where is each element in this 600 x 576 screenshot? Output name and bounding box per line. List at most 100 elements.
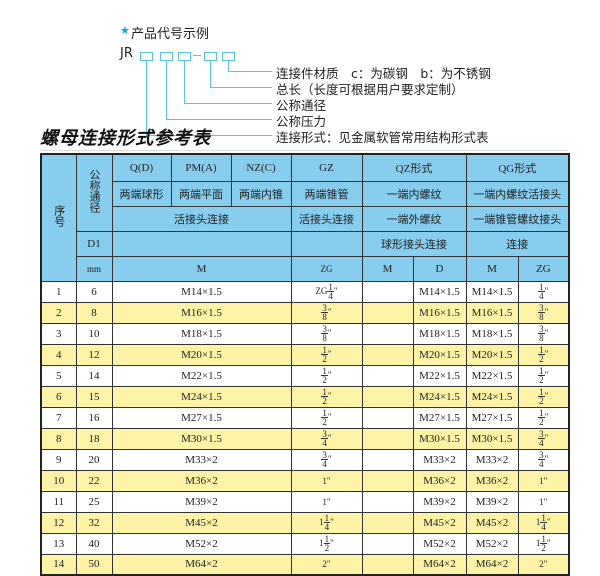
header-gz: GZ (290, 153, 363, 182)
table-row: 2 8 M16×1.5 3 8 " M16×1.5 M16×1.5 3 8 " (40, 301, 570, 324)
cell-dn: 32 (75, 511, 113, 534)
header-d1: D1 (75, 230, 113, 257)
cell-zg: 1" (290, 490, 363, 513)
cell-qg-zg: 1 4 " (517, 280, 570, 303)
label-material: 连接件材质 c：为碳钢 b：为不锈钢 (276, 66, 491, 81)
cell-qg-m: M24×1.5 (465, 385, 519, 408)
header-qg-desc: 一端内螺纹活接头 (465, 180, 570, 207)
label-connection: 连接形式：见金属软管常用结构形式表 (276, 130, 489, 145)
cell-qz-m (361, 322, 414, 345)
cell-qg-zg: 1 2 " (517, 364, 570, 387)
header-q: Q(D) (111, 153, 172, 182)
header-blank (111, 230, 292, 257)
table-row: 11 25 M39×2 1" M39×2 M39×2 1" (40, 490, 570, 513)
cell-zg: 3 4 " (290, 427, 363, 450)
cell-qz-m (361, 280, 414, 303)
cell-qz-d: M33×2 (412, 448, 467, 471)
header-qg: QG形式 (465, 153, 570, 182)
cell-qz-d: M18×1.5 (412, 322, 467, 345)
header-qz: QZ形式 (361, 153, 467, 182)
cell-qz-m (361, 469, 414, 492)
table-row: 8 18 M30×1.5 3 4 " M30×1.5 M30×1.5 3 4 " (40, 427, 570, 450)
code-prefix: JR (120, 46, 133, 61)
header-qz-d: D (412, 255, 467, 282)
header-qz-desc: 一端内螺纹 (361, 180, 467, 207)
cell-no: 12 (40, 511, 77, 534)
cell-qg-zg: 1 1 4 " (517, 511, 570, 534)
cell-m: M20×1.5 (111, 343, 292, 366)
cell-zg: 1 2 " (290, 364, 363, 387)
header-qz-desc3: 球形接头连接 (361, 230, 467, 257)
cell-dn: 40 (75, 532, 113, 555)
header-q-desc: 两端球形 (111, 180, 172, 207)
header-gz-desc: 两端锥管 (290, 180, 363, 207)
cell-no: 3 (40, 322, 77, 345)
cell-qg-m: M20×1.5 (465, 343, 519, 366)
cell-qz-d: M64×2 (412, 553, 467, 576)
cell-m: M16×1.5 (111, 301, 292, 324)
cell-m: M36×2 (111, 469, 292, 492)
label-length: 总长（长度可根据用户要求定制） (276, 82, 464, 97)
header-zg: ZG (290, 255, 363, 282)
cell-qz-d: M30×1.5 (412, 427, 467, 450)
table-row: 1 6 M14×1.5 ZG 1 4 " M14×1.5 M14×1.5 1 4 " (40, 280, 570, 303)
cell-m: M64×2 (111, 553, 292, 576)
cell-dn: 50 (75, 553, 113, 576)
table-row: 13 40 M52×2 1 1 2 " M52×2 M52×2 1 1 2 " (40, 532, 570, 555)
cell-qz-m (361, 364, 414, 387)
table-title: 螺母连接形式参考表 (40, 128, 211, 149)
cell-dn: 18 (75, 427, 113, 450)
cell-qz-m (361, 532, 414, 555)
cell-no: 14 (40, 553, 77, 576)
table-row: 12 32 M45×2 1 1 4 " M45×2 M45×2 1 1 4 " (40, 511, 570, 534)
cell-no: 8 (40, 427, 77, 450)
cell-qg-m: M36×2 (465, 469, 519, 492)
cell-qz-m (361, 490, 414, 513)
table-row: 14 50 M64×2 2" M64×2 M64×2 2" (40, 553, 570, 576)
cell-no: 5 (40, 364, 77, 387)
cell-no: 10 (40, 469, 77, 492)
cell-no: 4 (40, 343, 77, 366)
cell-qg-m: M30×1.5 (465, 427, 519, 450)
header-qg-desc3: 连接 (465, 230, 570, 257)
table-row: 3 10 M18×1.5 3 8 " M18×1.5 M18×1.5 3 8 " (40, 322, 570, 345)
star-icon: ★ (120, 24, 130, 37)
cell-dn: 14 (75, 364, 113, 387)
cell-zg: 2" (290, 553, 363, 576)
header-pm: PM(A) (170, 153, 232, 182)
cell-qg-m: M33×2 (465, 448, 519, 471)
cell-qg-zg: 2" (517, 553, 570, 576)
cell-no: 7 (40, 406, 77, 429)
cell-zg: 1 1 2 " (290, 532, 363, 555)
header-blank-gz (290, 230, 363, 257)
cell-qg-m: M18×1.5 (465, 322, 519, 345)
table-row: 5 14 M22×1.5 1 2 " M22×1.5 M22×1.5 1 2 " (40, 364, 570, 387)
cell-qg-m: M64×2 (465, 553, 519, 576)
header-qz-desc2: 一端外螺纹 (361, 205, 467, 232)
cell-qz-d: M36×2 (412, 469, 467, 492)
cell-qz-d: M20×1.5 (412, 343, 467, 366)
table-row: 10 22 M36×2 1" M36×2 M36×2 1" (40, 469, 570, 492)
cell-qz-m (361, 448, 414, 471)
cell-no: 13 (40, 532, 77, 555)
cell-qz-m (361, 385, 414, 408)
cell-qg-m: M45×2 (465, 511, 519, 534)
cell-no: 2 (40, 301, 77, 324)
cell-qg-zg: 3 4 " (517, 427, 570, 450)
cell-zg: 1 2 " (290, 343, 363, 366)
cell-qz-m (361, 301, 414, 324)
table-row: 6 15 M24×1.5 1 2 " M24×1.5 M24×1.5 1 2 " (40, 385, 570, 408)
cell-m: M52×2 (111, 532, 292, 555)
cell-qg-zg: 1" (517, 490, 570, 513)
cell-qg-zg: 1 1 2 " (517, 532, 570, 555)
header-pm-desc: 两端平面 (170, 180, 232, 207)
cell-dn: 12 (75, 343, 113, 366)
cell-qg-m: M22×1.5 (465, 364, 519, 387)
